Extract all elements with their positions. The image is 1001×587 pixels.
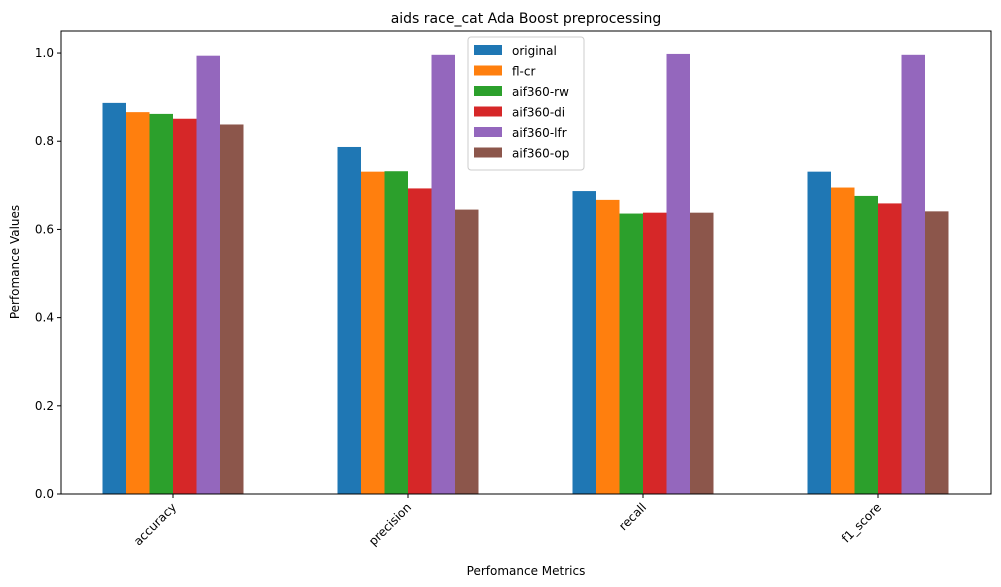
bar-original-accuracy bbox=[102, 102, 126, 494]
bar-original-precision bbox=[337, 146, 361, 494]
chart-title: aids race_cat Ada Boost preprocessing bbox=[391, 11, 662, 27]
legend: original fl-cr aif360-rw aif360-di aif360-lf… bbox=[467, 36, 585, 171]
bar-aif360-op-accuracy bbox=[220, 124, 244, 494]
y-tick-label: 0.2 bbox=[35, 399, 54, 413]
plot-area-frame bbox=[60, 30, 992, 495]
bar-aif360-rw-accuracy bbox=[149, 113, 173, 495]
x-axis-title: Perfomance Metrics bbox=[467, 564, 586, 578]
legend-label-aif360-op: aif360-op bbox=[512, 147, 569, 161]
bar-fl-cr-accuracy bbox=[126, 112, 150, 494]
bar-aif360-rw-precision bbox=[384, 171, 408, 494]
x-tick-label-f1_score: f1_score bbox=[839, 500, 884, 545]
x-tick-label-precision: precision bbox=[366, 500, 414, 548]
bar-fl-cr-recall bbox=[596, 199, 620, 494]
legend-swatch-original bbox=[474, 45, 502, 55]
x-axis: accuracy precision recall f1_score bbox=[131, 494, 884, 548]
x-tick-label-recall: recall bbox=[616, 500, 649, 533]
y-axis: 0.0 0.2 0.4 0.6 0.8 1.0 bbox=[35, 46, 61, 501]
bar-aif360-lfr-accuracy bbox=[196, 55, 220, 494]
bar-original-recall bbox=[572, 191, 596, 494]
bar-aif360-di-accuracy bbox=[173, 118, 197, 494]
bar-aif360-di-recall bbox=[643, 212, 667, 495]
bar-aif360-op-f1_score bbox=[925, 211, 949, 494]
bar-aif360-lfr-recall bbox=[666, 53, 690, 495]
legend-swatch-fl-cr bbox=[474, 65, 502, 76]
y-axis-title: Perfomance Values bbox=[8, 205, 22, 319]
legend-label-aif360-rw: aif360-rw bbox=[512, 85, 569, 99]
legend-swatch-aif360-rw bbox=[474, 86, 502, 96]
bar-fl-cr-f1_score bbox=[831, 187, 855, 495]
y-tick-label: 0.4 bbox=[35, 311, 54, 325]
bar-aif360-rw-recall bbox=[619, 213, 643, 495]
bar-aif360-rw-f1_score bbox=[854, 195, 878, 495]
bar-aif360-op-recall bbox=[690, 212, 714, 495]
bar-original-f1_score bbox=[807, 171, 831, 494]
y-tick-label: 0.0 bbox=[35, 487, 54, 501]
legend-swatch-aif360-op bbox=[474, 147, 502, 158]
legend-label-original: original bbox=[512, 44, 557, 58]
y-tick-label: 0.8 bbox=[35, 134, 54, 148]
legend-label-fl-cr: fl-cr bbox=[512, 65, 535, 79]
x-tick-label-accuracy: accuracy bbox=[131, 500, 179, 548]
bars-layer bbox=[102, 53, 949, 495]
legend-swatch-aif360-lfr bbox=[474, 127, 502, 137]
y-tick-label: 0.6 bbox=[35, 222, 54, 236]
bar-aif360-lfr-f1_score bbox=[901, 54, 925, 495]
bar-aif360-di-precision bbox=[408, 188, 432, 495]
bar-aif360-lfr-precision bbox=[431, 54, 455, 495]
legend-label-aif360-lfr: aif360-lfr bbox=[512, 126, 567, 140]
legend-label-aif360-di: aif360-di bbox=[512, 106, 565, 120]
y-tick-label: 1.0 bbox=[35, 46, 54, 60]
bar-aif360-op-precision bbox=[455, 209, 479, 494]
bar-fl-cr-precision bbox=[361, 171, 385, 494]
bar-aif360-di-f1_score bbox=[878, 203, 902, 494]
legend-swatch-aif360-di bbox=[474, 106, 502, 117]
